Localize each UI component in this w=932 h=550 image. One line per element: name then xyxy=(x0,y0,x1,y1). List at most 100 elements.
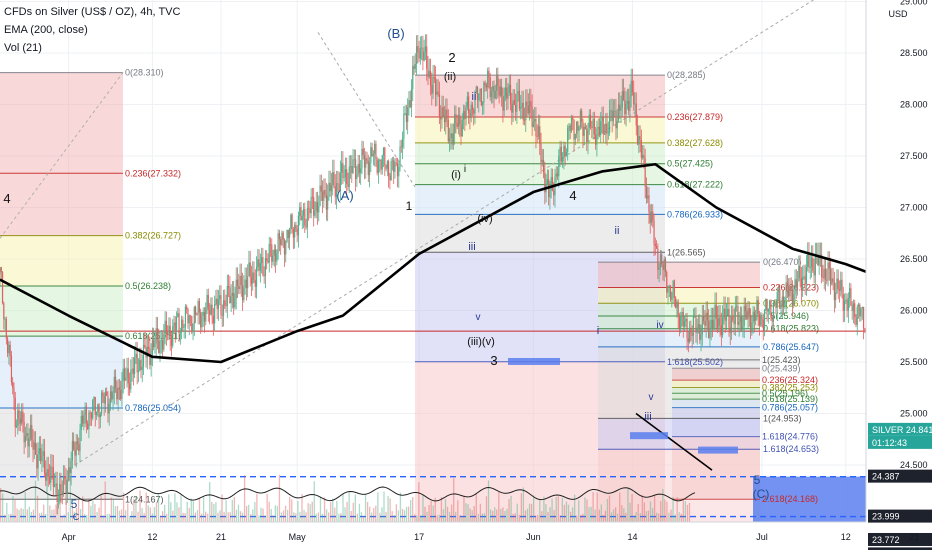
candle-body xyxy=(442,107,444,118)
candle-body xyxy=(405,113,407,122)
candle-body xyxy=(849,288,851,299)
volume-legend[interactable]: Vol (21) xyxy=(4,42,42,54)
volume-bar xyxy=(59,495,61,522)
candle-body xyxy=(156,328,159,340)
candle-body xyxy=(602,116,604,135)
candle-body xyxy=(681,312,683,316)
price-badge[interactable] xyxy=(868,532,932,546)
time-tick-label: May xyxy=(289,532,307,542)
candle-body xyxy=(9,344,11,356)
candle-body xyxy=(558,155,560,177)
candle-body xyxy=(224,300,226,306)
candle-body xyxy=(854,303,856,318)
volume-bar xyxy=(141,508,143,522)
candle-body xyxy=(796,281,799,287)
candle-body xyxy=(710,319,712,328)
volume-bar xyxy=(399,492,402,522)
candle-body xyxy=(493,86,495,99)
candle-body xyxy=(596,128,598,145)
volume-bar xyxy=(166,513,168,522)
ema-legend[interactable]: EMA (200, close) xyxy=(4,24,88,36)
volume-bar xyxy=(440,497,443,522)
candle-body xyxy=(15,425,18,428)
candle-body xyxy=(160,340,162,342)
candle-body xyxy=(219,295,221,300)
candle-body xyxy=(429,70,432,86)
candle-body xyxy=(120,389,122,399)
volume-bar xyxy=(98,507,100,522)
volume-bar xyxy=(545,504,547,522)
price-badge[interactable] xyxy=(868,547,932,550)
right-fib-level-label: 0.786(25.647) xyxy=(763,342,819,352)
volume-bar xyxy=(629,502,631,522)
candle-body xyxy=(259,263,261,271)
candle-body xyxy=(212,315,214,324)
price-tick-label: 26.000 xyxy=(900,306,928,316)
volume-bar xyxy=(43,504,45,522)
candle-body xyxy=(202,311,204,316)
candle-body xyxy=(196,314,198,316)
candle-body xyxy=(417,46,419,53)
volume-bar xyxy=(574,494,576,522)
volume-bar xyxy=(225,500,227,522)
candle-body xyxy=(530,101,532,107)
candle-body xyxy=(177,313,179,318)
volume-bar xyxy=(373,507,375,522)
volume-bar xyxy=(412,497,414,522)
candle-body xyxy=(614,110,616,112)
small-fib-level-label: 0(25.439) xyxy=(762,363,801,373)
candle-body xyxy=(781,296,783,307)
candle-body xyxy=(194,306,197,315)
candle-body xyxy=(689,327,691,343)
mid-fib-band xyxy=(415,163,665,185)
volume-bar xyxy=(352,502,354,522)
candle-body xyxy=(755,314,757,321)
candle-body xyxy=(686,318,688,339)
volume-bar xyxy=(291,499,293,522)
candle-body xyxy=(857,304,860,307)
volume-bar xyxy=(278,474,281,522)
volume-bar xyxy=(608,495,611,522)
mid-fib-level-label: 1(26.565) xyxy=(667,247,706,257)
price-badge[interactable] xyxy=(868,435,932,449)
candle-body xyxy=(615,110,617,129)
candle-body xyxy=(636,125,639,145)
price-badge[interactable] xyxy=(868,509,932,523)
candle-body xyxy=(683,321,686,327)
volume-bar xyxy=(246,505,248,522)
candle-body xyxy=(325,194,327,210)
wave-label: i xyxy=(464,164,466,175)
volume-bar xyxy=(643,502,645,522)
candle-body xyxy=(268,243,270,263)
candle-body xyxy=(422,47,424,61)
volume-bar xyxy=(125,510,127,522)
volume-bar xyxy=(684,501,686,522)
candle-body xyxy=(756,300,758,315)
volume-bar xyxy=(34,480,37,522)
price-badge[interactable] xyxy=(868,422,932,436)
candle-body xyxy=(319,185,321,207)
candle-body xyxy=(368,162,371,176)
candle-body xyxy=(638,135,640,145)
candle-body xyxy=(433,77,435,79)
price-badge[interactable] xyxy=(868,469,932,483)
volume-bar xyxy=(207,513,209,522)
small-fib-level-label: 2.618(24.168) xyxy=(762,494,818,504)
candle-body xyxy=(228,285,230,288)
volume-bar xyxy=(451,504,453,522)
candle-body xyxy=(478,93,480,101)
wave-label: v xyxy=(649,392,654,403)
candle-body xyxy=(502,96,504,111)
volume-bar xyxy=(63,514,65,522)
candle-body xyxy=(118,387,120,390)
candle-body xyxy=(837,278,839,290)
candle-body xyxy=(132,368,134,375)
candle-body xyxy=(767,308,769,312)
time-tick-label: 12 xyxy=(147,532,157,542)
volume-bar xyxy=(645,511,648,522)
candle-body xyxy=(521,102,523,108)
volume-bar xyxy=(457,500,459,522)
candle-body xyxy=(770,300,772,317)
candle-body xyxy=(788,286,790,297)
